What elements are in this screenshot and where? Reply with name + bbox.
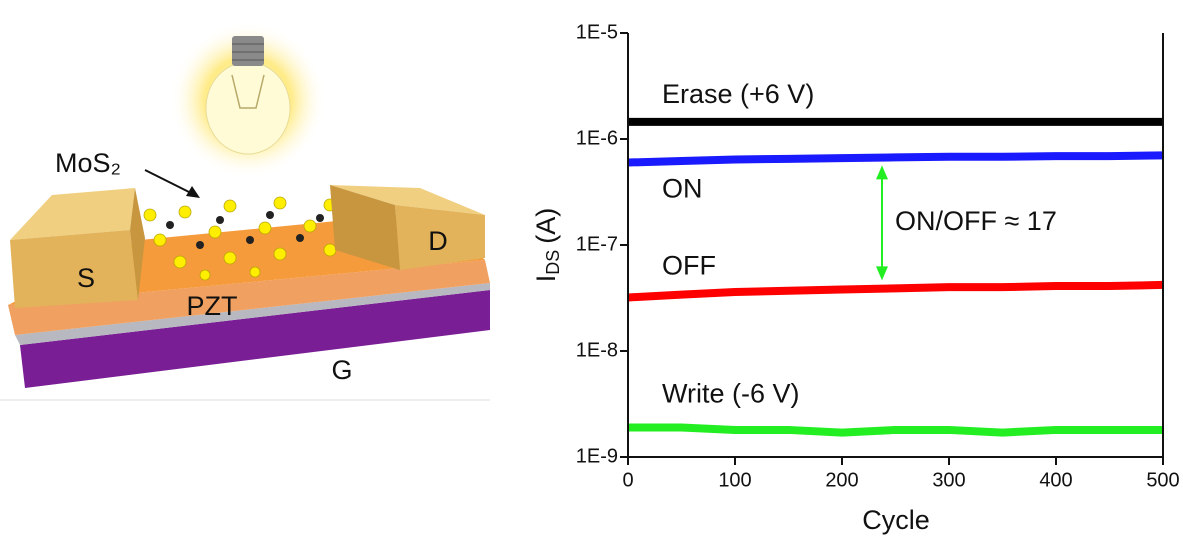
series-label: Write (-6 V) <box>662 379 800 409</box>
series-label: OFF <box>662 251 716 281</box>
drain-label: D <box>428 226 448 256</box>
y-tick-label: 1E-9 <box>576 445 618 467</box>
series-line <box>627 151 1164 167</box>
y-label-sub: DS <box>543 250 563 275</box>
annotation: ON/OFF ≈ 17 <box>895 206 1057 236</box>
y-tick-label: 1E-5 <box>576 21 618 43</box>
source-label: S <box>77 263 95 293</box>
y-axis-label: IDS (A) <box>531 208 563 283</box>
x-tick-label: 400 <box>1039 469 1072 491</box>
y-label-main: I <box>531 275 561 283</box>
arrow-head <box>876 266 888 281</box>
y-label-unit: (A) <box>531 208 561 244</box>
gate-label: G <box>331 355 352 385</box>
x-tick-label: 300 <box>932 469 965 491</box>
material-label: MoS₂ <box>55 148 121 178</box>
arrow-head <box>876 165 888 180</box>
series-line <box>627 280 1164 302</box>
series-label: ON <box>662 174 703 204</box>
x-axis-label: Cycle <box>862 505 930 535</box>
y-tick-label: 1E-8 <box>576 339 618 361</box>
series-label: Erase (+6 V) <box>662 79 814 109</box>
y-tick-label: 1E-6 <box>576 127 618 149</box>
x-tick-label: 0 <box>622 469 633 491</box>
ferroelectric-label: PZT <box>187 291 238 321</box>
x-tick-label: 200 <box>825 469 858 491</box>
y-tick-label: 1E-7 <box>576 233 618 255</box>
x-tick-label: 100 <box>718 469 751 491</box>
device-illustration: MoS₂ S D PZT G <box>0 22 490 401</box>
series-line <box>628 423 1163 437</box>
x-tick-label: 500 <box>1146 469 1179 491</box>
